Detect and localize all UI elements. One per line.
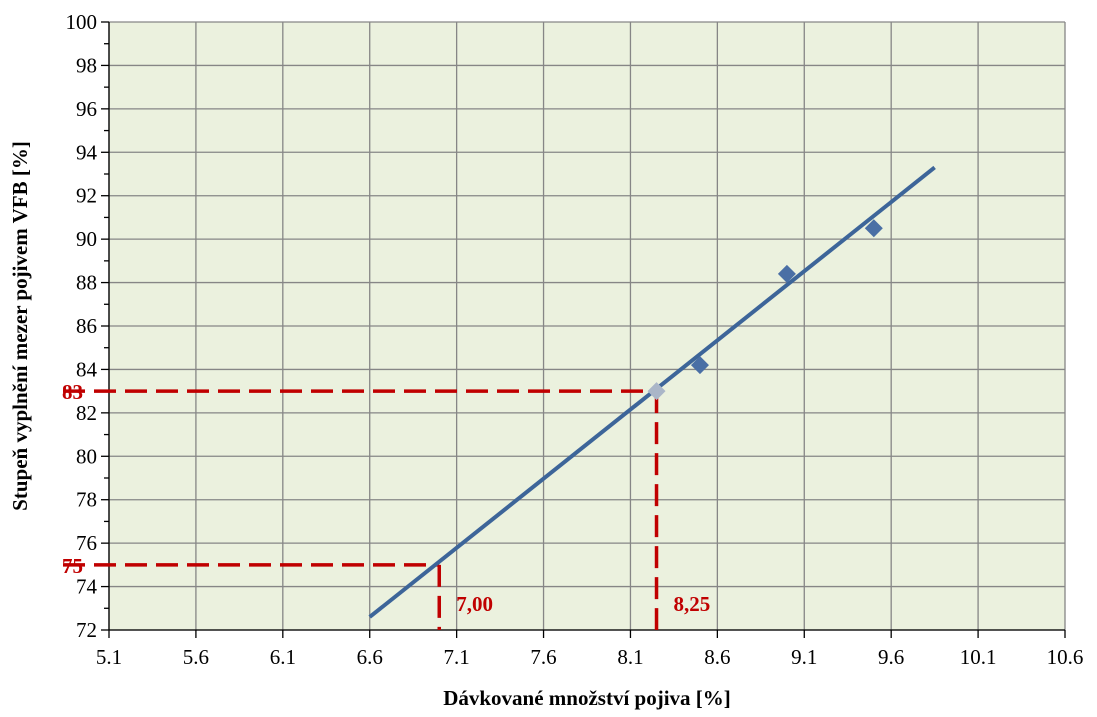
x-tick-label: 6.6 xyxy=(357,645,383,669)
guide-x-label: 8,25 xyxy=(674,592,711,616)
y-tick-label: 76 xyxy=(76,531,97,555)
y-tick-label: 92 xyxy=(76,184,97,208)
x-tick-labels: 5.1 5.6 6.1 6.6 7.1 7.6 8.1 8.6 9.1 9.6 10.1 10.6 xyxy=(96,645,1084,669)
y-tick-label: 78 xyxy=(76,488,97,512)
x-tick-label: 7.6 xyxy=(530,645,556,669)
y-axis-title: Stupeň vyplnění mezer pojivem VFB [%] xyxy=(8,141,32,511)
y-tick-label: 90 xyxy=(76,227,97,251)
y-tick-labels: 72 74 76 78 80 82 84 86 88 90 92 94 96 98 100 xyxy=(66,10,98,642)
series xyxy=(368,165,936,619)
y-tick-label: 100 xyxy=(66,10,98,34)
axes xyxy=(101,21,1066,638)
x-tick-label: 9.1 xyxy=(791,645,817,669)
y-tick-label: 84 xyxy=(76,357,98,381)
y-tick-label: 82 xyxy=(76,401,97,425)
y-tick-label: 80 xyxy=(76,444,97,468)
y-tick-label: 96 xyxy=(76,97,97,121)
annotation-labels: 83 8,25 75 7,00 xyxy=(62,380,710,616)
x-tick-label: 5.1 xyxy=(96,645,122,669)
data-point xyxy=(690,356,709,375)
data-point xyxy=(777,264,796,283)
x-tick-label: 9.6 xyxy=(878,645,904,669)
y-tick-label: 94 xyxy=(76,140,98,164)
guide-y-label: 75 xyxy=(62,554,83,578)
x-tick-label: 7.1 xyxy=(444,645,470,669)
x-tick-label: 10.1 xyxy=(960,645,997,669)
guide-x-label: 7,00 xyxy=(456,592,493,616)
y-tick-label: 86 xyxy=(76,314,97,338)
x-tick-label: 5.6 xyxy=(183,645,209,669)
x-tick-label: 8.1 xyxy=(617,645,643,669)
data-point xyxy=(864,219,883,238)
x-axis-title: Dávkované množství pojiva [%] xyxy=(443,686,731,710)
x-tick-label: 10.6 xyxy=(1047,645,1084,669)
y-tick-label: 72 xyxy=(76,618,97,642)
guide-lines xyxy=(63,389,659,630)
x-tick-label: 6.1 xyxy=(270,645,296,669)
y-tick-label: 88 xyxy=(76,271,97,295)
x-tick-label: 8.6 xyxy=(704,645,730,669)
y-tick-label: 98 xyxy=(76,53,97,77)
y-tick-label: 74 xyxy=(76,575,98,599)
data-point xyxy=(647,382,666,401)
grid xyxy=(108,21,1066,631)
guide-y-label: 83 xyxy=(62,380,83,404)
